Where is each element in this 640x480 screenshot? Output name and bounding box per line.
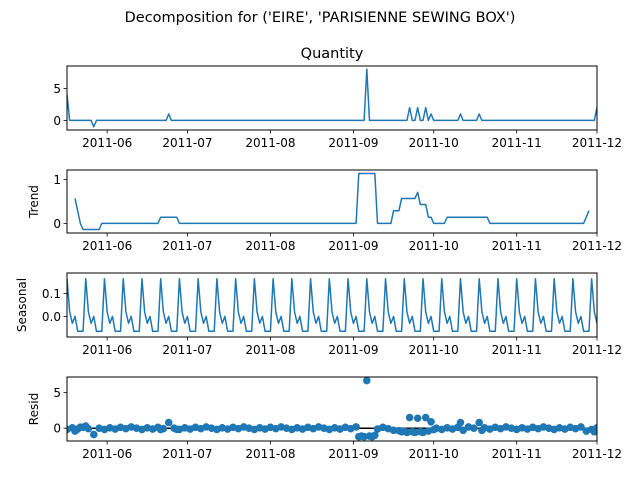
plot-area xyxy=(74,172,590,231)
x-tick-label: 2011-08 xyxy=(245,136,295,150)
resid-point xyxy=(429,425,438,434)
series-line xyxy=(74,172,590,231)
resid-point xyxy=(164,418,173,427)
x-tick-label: 2011-11 xyxy=(492,447,542,461)
resid-point xyxy=(427,418,435,426)
panel-4: 2011-06 2011-07 2011-08 2011-09 2011-10 2011-… xyxy=(27,376,622,461)
resid-point xyxy=(413,414,422,423)
y-tick-label: 0 xyxy=(53,114,61,128)
axes-frame xyxy=(66,169,598,234)
x-tick-label: 2011-12 xyxy=(572,239,622,253)
x-tick-label: 2011-09 xyxy=(328,136,378,150)
x-tick-label: 2011-12 xyxy=(572,343,622,357)
x-tick-label: 2011-07 xyxy=(162,239,212,253)
x-tick-label: 2011-11 xyxy=(492,343,542,357)
resid-point xyxy=(156,425,165,434)
x-tick-label: 2011-08 xyxy=(245,239,295,253)
x-tick-label: 2011-06 xyxy=(82,343,132,357)
resid-point xyxy=(478,426,486,435)
resid-point xyxy=(81,422,90,430)
axes-frame xyxy=(66,272,598,338)
resid-point xyxy=(459,426,467,435)
x-tick-label: 2011-12 xyxy=(572,447,622,461)
resid-point xyxy=(582,427,591,435)
x-tick-label: 2011-11 xyxy=(492,136,542,150)
resid-point xyxy=(590,427,597,436)
resid-point xyxy=(363,377,371,385)
resid-point xyxy=(470,424,478,433)
panels: 2011-06 2011-07 2011-08 2011-09 2011-10 2011-… xyxy=(15,46,622,461)
resid-point xyxy=(577,423,585,431)
axes-frame xyxy=(66,376,598,442)
resid-point xyxy=(421,413,430,422)
y-axis-label: Trend xyxy=(27,185,41,219)
x-tick-label: 2011-06 xyxy=(82,136,132,150)
resid-point xyxy=(172,425,181,434)
y-tick-label: 0 xyxy=(53,422,61,436)
x-tick-label: 2011-09 xyxy=(328,447,378,461)
axes-frame xyxy=(66,65,598,131)
series-line xyxy=(67,68,597,128)
x-tick-label: 2011-08 xyxy=(245,447,295,461)
series-line xyxy=(67,277,597,333)
x-tick-label: 2011-11 xyxy=(492,239,542,253)
x-tick-label: 2011-10 xyxy=(409,239,459,253)
x-tick-label: 2011-09 xyxy=(328,343,378,357)
y-tick-label: 0.1 xyxy=(42,287,61,301)
y-axis-label: Seasonal xyxy=(15,278,29,332)
y-tick-label: 5 xyxy=(53,386,61,400)
x-tick-label: 2011-06 xyxy=(82,447,132,461)
panel-2: 2011-06 2011-07 2011-08 2011-09 2011-10 2011-… xyxy=(27,169,622,253)
x-tick-label: 2011-06 xyxy=(82,239,132,253)
resid-point xyxy=(456,418,465,427)
panel-title: Quantity xyxy=(301,46,364,62)
plot-area xyxy=(67,377,597,441)
panel-1: 2011-06 2011-07 2011-08 2011-09 2011-10 2011-… xyxy=(53,46,622,150)
resid-point xyxy=(475,418,484,427)
plot-area xyxy=(67,68,597,128)
y-tick-label: 1 xyxy=(53,173,61,187)
y-tick-label: 5 xyxy=(53,82,61,96)
x-tick-label: 2011-10 xyxy=(409,136,459,150)
panel-3: 2011-06 2011-07 2011-08 2011-09 2011-10 2011-… xyxy=(15,272,622,357)
y-tick-label: 0 xyxy=(53,217,61,231)
y-tick-label: 0.0 xyxy=(42,310,61,324)
resid-point xyxy=(371,431,379,440)
x-tick-label: 2011-07 xyxy=(162,136,212,150)
plot-area xyxy=(67,277,597,333)
x-tick-label: 2011-10 xyxy=(409,447,459,461)
x-tick-label: 2011-08 xyxy=(245,343,295,357)
resid-point xyxy=(89,430,98,439)
x-tick-label: 2011-12 xyxy=(572,136,622,150)
y-axis-label: Resid xyxy=(27,393,41,425)
x-tick-label: 2011-09 xyxy=(328,239,378,253)
x-tick-label: 2011-07 xyxy=(162,447,212,461)
resid-point xyxy=(352,423,360,431)
x-tick-label: 2011-10 xyxy=(409,343,459,357)
resid-point xyxy=(71,427,79,435)
resid-point xyxy=(405,413,414,422)
x-tick-label: 2011-07 xyxy=(162,343,212,357)
figure-title: Decomposition for ('EIRE', 'PARISIENNE S… xyxy=(125,10,516,26)
